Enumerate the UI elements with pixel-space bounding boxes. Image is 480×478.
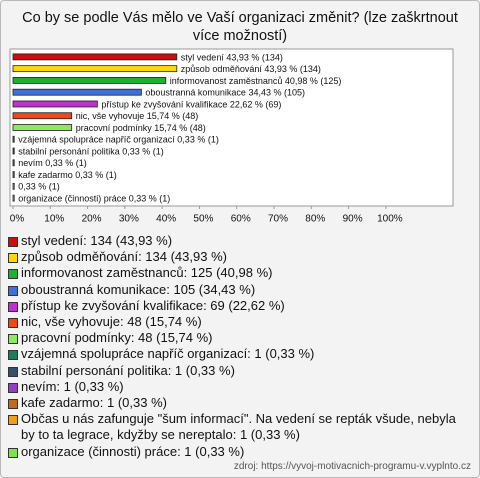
legend-label: kafe zadarmo: 1 (0,33 %) bbox=[21, 395, 167, 411]
bar bbox=[12, 77, 167, 84]
legend-item: styl vedení: 134 (43,93 %) bbox=[7, 233, 473, 249]
legend-swatch bbox=[8, 285, 18, 296]
legend-swatch bbox=[8, 318, 18, 329]
legend-item: kafe zadarmo: 1 (0,33 %) bbox=[7, 395, 473, 411]
legend-item: přístup ke zvyšování kvalifikace: 69 (22… bbox=[7, 298, 473, 314]
data-label: stabilní personání politika 0,33 % (1) bbox=[18, 146, 164, 156]
x-tick-label: 70% bbox=[268, 214, 288, 225]
legend-item: pracovní podmínky: 48 (15,74 %) bbox=[7, 330, 473, 346]
plot: 0% 10% 20% 30% 40% 50% 60% 70% 80% 90% 100% styl ve… bbox=[9, 48, 454, 225]
legend-label: nic, vše vyhovuje: 48 (15,74 %) bbox=[21, 314, 202, 330]
x-tick-label: 100% bbox=[377, 214, 403, 225]
data-label: přístup ke zvyšování kvalifikace 22,62 %… bbox=[101, 99, 281, 109]
x-tick-label: 10% bbox=[44, 214, 64, 225]
x-tick-label: 30% bbox=[119, 214, 139, 225]
data-label: vzájemná spolupráce napříč organizací 0,… bbox=[18, 135, 219, 145]
bar bbox=[12, 88, 142, 96]
bar bbox=[12, 147, 15, 155]
bar bbox=[12, 124, 73, 131]
legend-label: styl vedení: 134 (43,93 %) bbox=[21, 233, 173, 248]
x-tick-label: 50% bbox=[193, 214, 213, 225]
legend-item: organizace (činnosti) práce: 1 (0,33 %) bbox=[7, 444, 473, 460]
chart-title: Co by se podle Vás mělo ve Vaší organiza… bbox=[22, 10, 458, 44]
legend-swatch bbox=[8, 269, 18, 280]
legend-label: stabilní personání politika: 1 (0,33 %) bbox=[21, 362, 235, 378]
legend-item: vzájemná spolupráce napříč organizací: 1… bbox=[7, 346, 473, 362]
bar bbox=[12, 194, 15, 202]
legend-label: organizace (činnosti) práce: 1 (0,33 %) bbox=[21, 443, 245, 459]
legend-swatch bbox=[8, 237, 18, 247]
legend-label: nevím: 1 (0,33 %) bbox=[21, 378, 124, 394]
bar bbox=[12, 135, 15, 143]
legend-item: stabilní personání politika: 1 (0,33 %) bbox=[7, 363, 473, 379]
bar bbox=[12, 159, 15, 167]
data-label: oboustranná komunikace 34,43 % (105) bbox=[145, 88, 305, 98]
legend-swatch bbox=[8, 301, 18, 312]
data-label: informovanost zaměstnanců 40,98 % (125) bbox=[170, 76, 342, 86]
legend-item: způsob odměňování: 134 (43,93 %) bbox=[7, 249, 473, 265]
legend: styl vedení: 134 (43,93 %) způsob odměňov… bbox=[7, 233, 473, 460]
x-tick-label: 90% bbox=[343, 214, 363, 225]
legend-item: nic, vše vyhovuje: 48 (15,74 %) bbox=[7, 314, 473, 330]
legend-swatch bbox=[8, 447, 18, 458]
bar bbox=[12, 65, 178, 73]
legend-label: vzájemná spolupráce napříč organizací: 1… bbox=[21, 346, 315, 362]
bar bbox=[12, 112, 73, 120]
legend-swatch bbox=[8, 253, 18, 264]
x-tick-label: 60% bbox=[231, 214, 251, 225]
data-label: nic, vše vyhovuje 15,74 % (48) bbox=[76, 111, 199, 121]
legend-swatch bbox=[8, 350, 18, 361]
data-label: pracovní podmínky 15,74 % (48) bbox=[76, 123, 206, 133]
legend-item: oboustranná komunikace: 105 (34,43 %) bbox=[7, 282, 473, 298]
legend-swatch bbox=[8, 415, 18, 426]
data-label: styl vedení 43,93 % (134) bbox=[181, 52, 283, 62]
legend-item: nevím: 1 (0,33 %) bbox=[7, 379, 473, 395]
x-tick-label: 0% bbox=[10, 214, 25, 225]
data-label: organizace (činnosti) práce 0,33 % (1) bbox=[18, 193, 170, 203]
data-label: kafe zadarmo 0,33 % (1) bbox=[18, 170, 117, 180]
data-label: nevím 0,33 % (1) bbox=[18, 158, 87, 168]
legend-swatch bbox=[8, 366, 18, 377]
legend-label: způsob odměňování: 134 (43,93 %) bbox=[21, 249, 227, 265]
x-tick-label: 20% bbox=[82, 214, 102, 225]
legend-label: pracovní podmínky: 48 (15,74 %) bbox=[21, 330, 213, 346]
x-tick-label: 40% bbox=[156, 214, 176, 225]
legend-label: informovanost zaměstnanců: 125 (40,98 %) bbox=[21, 265, 273, 281]
legend-item: informovanost zaměstnanců: 125 (40,98 %) bbox=[7, 265, 473, 281]
legend-label: přístup ke zvyšování kvalifikace: 69 (22… bbox=[21, 297, 285, 313]
x-tick-label: 80% bbox=[305, 214, 325, 225]
legend-label: Občas u nás zafunguje "šum informací". N… bbox=[21, 411, 456, 443]
source: zdroj: https://vyvoj-motivacnich-program… bbox=[233, 461, 471, 472]
legend-swatch bbox=[8, 334, 18, 345]
data-label: 0,33 % (1) bbox=[18, 182, 60, 192]
legend-label: oboustranná komunikace: 105 (34,43 %) bbox=[21, 281, 256, 297]
bar bbox=[12, 182, 15, 190]
legend-item: Občas u nás zafunguje "šum informací". N… bbox=[7, 411, 473, 443]
bar bbox=[12, 100, 98, 108]
data-label: způsob odměňování 43,93 % (134) bbox=[181, 64, 321, 74]
bar bbox=[12, 171, 15, 178]
plot-area bbox=[9, 48, 454, 207]
bar bbox=[12, 53, 178, 61]
legend-swatch bbox=[8, 399, 18, 410]
legend-swatch bbox=[8, 382, 18, 393]
